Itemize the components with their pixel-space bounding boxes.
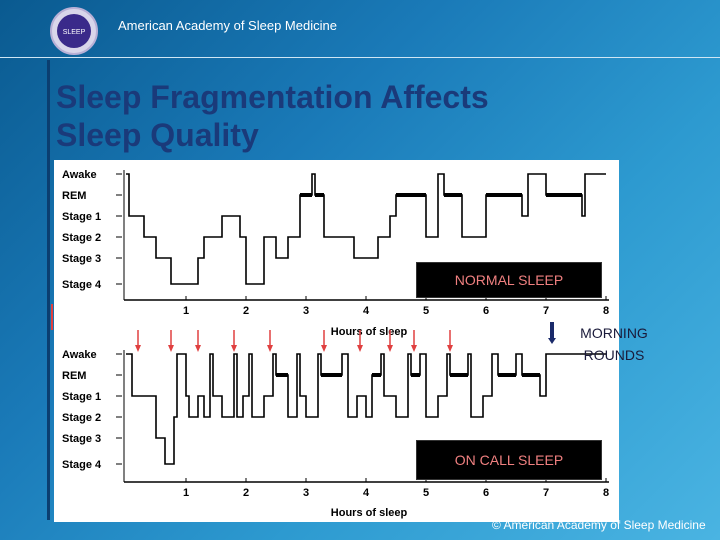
x-tick-label: 8 (603, 487, 609, 499)
copyright-text: © American Academy of Sleep Medicine (492, 518, 706, 532)
org-name: American Academy of Sleep Medicine (118, 18, 337, 33)
x-tick-label: 5 (423, 305, 429, 317)
normal-sleep-label: NORMAL SLEEP (416, 262, 602, 298)
morning-rounds-arrow-icon (548, 322, 556, 344)
left-accent-bar (47, 60, 50, 520)
header-divider (0, 57, 720, 58)
x-tick-label: 2 (243, 487, 249, 499)
hypnogram-charts: Awake REM Stage 1 Stage 2 Stage 3 Stage 4 1 2 3 4… (62, 169, 609, 519)
awakening-arrowhead (357, 345, 363, 352)
morning-rounds-label: MORNING ROUNDS (566, 322, 662, 366)
title-line-2: Sleep Quality (56, 117, 259, 153)
x-tick-label: 2 (243, 305, 249, 317)
aasm-logo-icon: SLEEP (50, 7, 98, 55)
stage-label: Stage 2 (62, 412, 101, 424)
x-tick-label: 7 (543, 305, 549, 317)
stage-label: Stage 4 (62, 279, 102, 291)
stage-label: Stage 3 (62, 433, 101, 445)
x-tick-label: 7 (543, 487, 549, 499)
x-axis-label: Hours of sleep (331, 507, 408, 519)
awakening-arrowhead (267, 345, 273, 352)
on-call-sleep-label: ON CALL SLEEP (416, 440, 602, 480)
stage-label: Stage 1 (62, 391, 101, 403)
awakening-arrowhead (195, 345, 201, 352)
x-tick-label: 1 (183, 487, 189, 499)
x-tick-label: 1 (183, 305, 189, 317)
x-tick-label: 5 (423, 487, 429, 499)
stage-label: Stage 2 (62, 232, 101, 244)
awakening-arrowhead (411, 345, 417, 352)
morning-rounds-line-1: MORNING (580, 325, 648, 341)
logo-text: SLEEP (63, 29, 86, 36)
x-tick-label: 3 (303, 305, 309, 317)
x-tick-label: 4 (363, 487, 370, 499)
stage-label: Awake (62, 169, 97, 181)
stage-label: Stage 3 (62, 253, 101, 265)
x-tick-label: 3 (303, 487, 309, 499)
awakening-arrowhead (168, 345, 174, 352)
awakening-arrowhead (447, 345, 453, 352)
morning-rounds-line-2: ROUNDS (583, 347, 645, 363)
x-tick-label: 6 (483, 305, 489, 317)
x-axis-label: Hours of sleep (331, 326, 408, 338)
awakening-arrowhead (321, 345, 327, 352)
slide-title: Sleep Fragmentation Affects Sleep Qualit… (56, 78, 656, 154)
x-tick-label: 4 (363, 305, 370, 317)
stage-label: Stage 4 (62, 459, 102, 471)
awakening-arrowhead (387, 345, 393, 352)
stage-label: REM (62, 370, 86, 382)
stage-label: Awake (62, 349, 97, 361)
x-tick-label: 8 (603, 305, 609, 317)
awakening-arrowhead (135, 345, 141, 352)
awakening-arrowhead (231, 345, 237, 352)
x-tick-label: 6 (483, 487, 489, 499)
stage-label: Stage 1 (62, 211, 101, 223)
hypnogram-line (126, 353, 606, 465)
stage-label: REM (62, 190, 86, 202)
red-marker (51, 304, 53, 330)
title-line-1: Sleep Fragmentation Affects (56, 79, 489, 115)
